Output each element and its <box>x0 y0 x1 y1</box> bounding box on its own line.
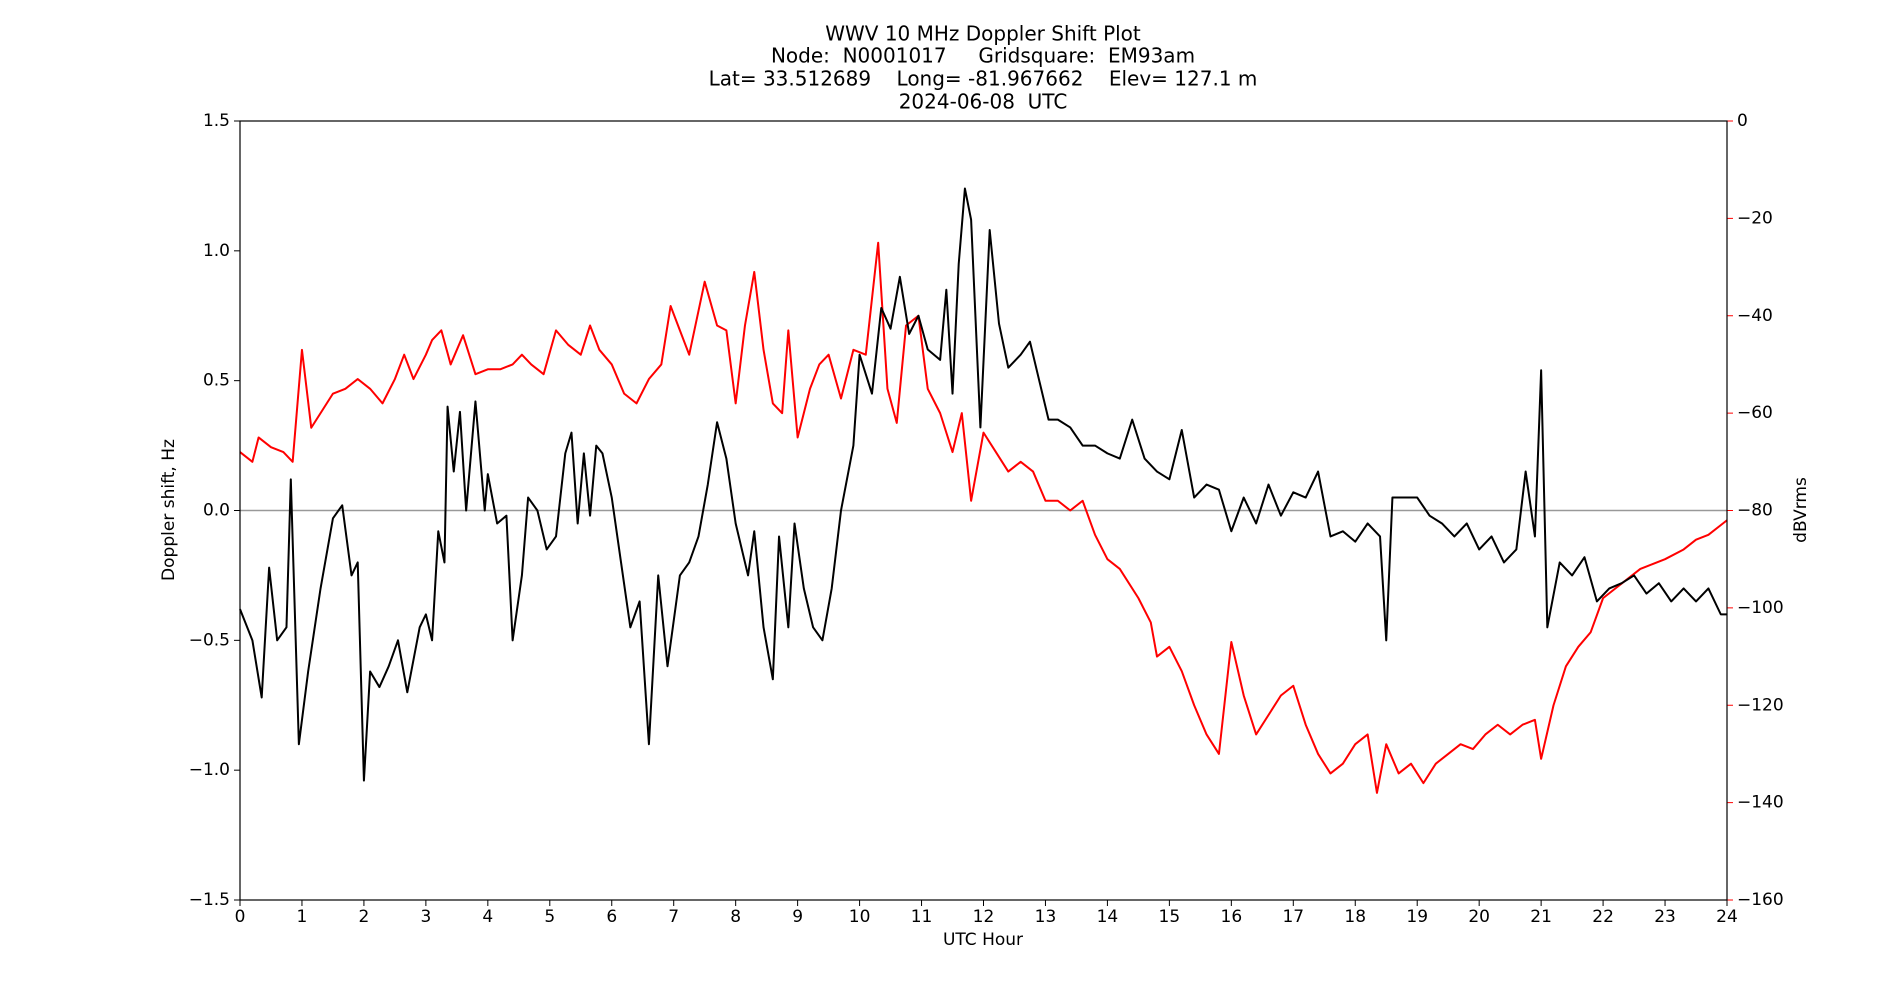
y2-tick-label: −160 <box>1737 890 1784 910</box>
x-tick-label: 19 <box>1406 907 1428 927</box>
plot-frame <box>239 120 1728 901</box>
x-tick-label: 21 <box>1530 907 1552 927</box>
x-tick-label: 16 <box>1221 907 1243 927</box>
y2-tick-label: −100 <box>1737 598 1784 618</box>
y-tick-label: −0.5 <box>189 630 230 650</box>
x-tick-label: 0 <box>235 907 246 927</box>
x-tick-label: 18 <box>1344 907 1366 927</box>
y2-tick-label: −40 <box>1737 306 1773 326</box>
y-tick-label: 1.5 <box>203 111 230 131</box>
x-tick-label: 11 <box>911 907 933 927</box>
x-tick-label: 17 <box>1282 907 1304 927</box>
y-tick-label: −1.5 <box>189 890 230 910</box>
y2-tick-label: −60 <box>1737 403 1773 423</box>
x-tick-label: 22 <box>1592 907 1614 927</box>
x-tick-label: 9 <box>792 907 803 927</box>
x-tick-label: 6 <box>606 907 617 927</box>
x-tick-label: 14 <box>1097 907 1119 927</box>
chart-subtitle: Node: N0001017 Gridsquare: EM93am <box>771 44 1195 68</box>
x-tick-label: 13 <box>1035 907 1057 927</box>
y2-tick-label: −120 <box>1737 695 1784 715</box>
x-tick-label: 23 <box>1654 907 1676 927</box>
data-line <box>239 241 1728 794</box>
x-tick-label: 2 <box>359 907 370 927</box>
y-axis-label: Doppler shift, Hz <box>159 439 179 581</box>
y-tick-label: 0.5 <box>203 371 230 391</box>
x-tick-label: 20 <box>1468 907 1490 927</box>
y2-tick-label: −140 <box>1737 793 1784 813</box>
x-tick-label: 12 <box>973 907 995 927</box>
y2-tick-label: −80 <box>1737 501 1773 521</box>
y-tick-label: 1.0 <box>203 241 230 261</box>
x-tick-label: 3 <box>420 907 431 927</box>
x-tick-label: 15 <box>1159 907 1181 927</box>
x-tick-label: 5 <box>544 907 555 927</box>
chart-title: WWV 10 MHz Doppler Shift Plot <box>825 22 1141 46</box>
x-tick-label: 10 <box>849 907 871 927</box>
chart-subtitle: Lat= 33.512689 Long= -81.967662 Elev= 12… <box>709 67 1258 91</box>
y-tick-label: 0.0 <box>203 501 230 521</box>
chart-subtitle: 2024-06-08 UTC <box>899 90 1068 114</box>
data-line <box>239 187 1727 782</box>
x-axis-label: UTC Hour <box>943 930 1023 950</box>
y-tick-label: −1.0 <box>189 760 230 780</box>
x-tick-label: 1 <box>297 907 308 927</box>
x-tick-label: 7 <box>668 907 679 927</box>
x-tick-label: 8 <box>730 907 741 927</box>
y2-tick-label: 0 <box>1737 111 1748 131</box>
y2-tick-label: −20 <box>1737 208 1773 228</box>
x-tick-label: 24 <box>1716 907 1738 927</box>
x-tick-label: 4 <box>482 907 493 927</box>
y2-axis-label: dBVrms <box>1791 477 1811 543</box>
